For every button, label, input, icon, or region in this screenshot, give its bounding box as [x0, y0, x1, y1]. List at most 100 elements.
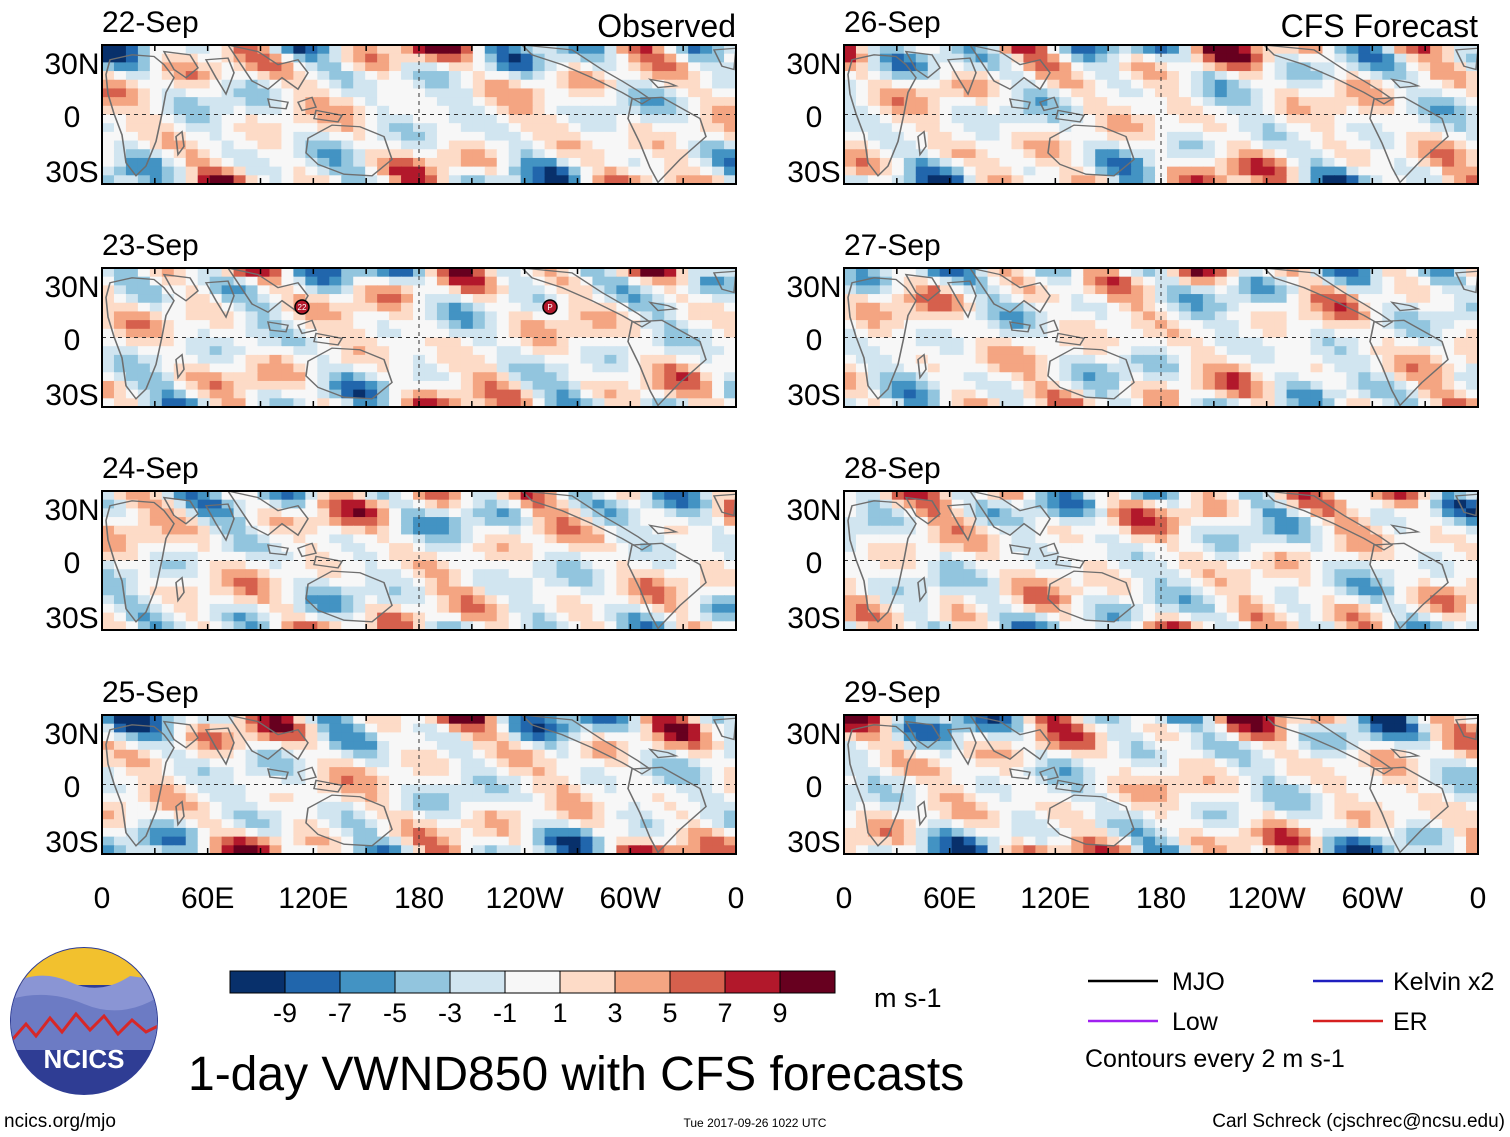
lon-label: 0 — [728, 882, 745, 915]
colorbar-bin — [449, 970, 506, 994]
storm-marker: P — [542, 299, 558, 315]
lon-label: 120E — [278, 882, 348, 915]
wind-field — [844, 491, 1478, 630]
colorbar-tick-label: 5 — [662, 998, 677, 1028]
panel-date-label: 22-Sep — [102, 6, 199, 39]
panel-date-label: 25-Sep — [102, 676, 199, 709]
legend-kelvin-label: Kelvin x2 — [1393, 968, 1494, 996]
ncics-logo: NCICS — [10, 947, 158, 1095]
lat-label: 30N — [44, 271, 99, 304]
lat-label: 0 — [806, 771, 823, 804]
colorbar-tick-label: -3 — [438, 998, 462, 1028]
lat-label: 30S — [787, 826, 840, 859]
lat-label: 30S — [787, 156, 840, 189]
colorbar-bin — [559, 970, 616, 994]
lat-label: 30N — [44, 48, 99, 81]
svg-text:22: 22 — [298, 303, 307, 312]
colorbar-bin — [339, 970, 396, 994]
lat-label: 0 — [64, 101, 81, 134]
panel-date-label: 23-Sep — [102, 229, 199, 262]
panel-date-label: 29-Sep — [844, 676, 941, 709]
lon-label: 0 — [836, 882, 853, 915]
colorbar-bin — [229, 970, 286, 994]
lat-label: 30N — [786, 271, 841, 304]
colorbar-tick-label: -7 — [328, 998, 352, 1028]
colorbar-tick-label: -5 — [383, 998, 407, 1028]
cfs-forecast-header: CFS Forecast — [1281, 8, 1478, 44]
lon-label: 0 — [1470, 882, 1487, 915]
lat-label: 0 — [64, 547, 81, 580]
lon-label: 120W — [1227, 882, 1306, 915]
figure-title: 1-day VWND850 with CFS forecasts — [188, 1048, 964, 1101]
wind-field — [102, 45, 736, 184]
colorbar-units: m s-1 — [874, 983, 942, 1013]
wind-field — [844, 268, 1478, 407]
lat-label: 30N — [786, 48, 841, 81]
panel-date-label: 28-Sep — [844, 452, 941, 485]
colorbar-bin — [284, 970, 341, 994]
lat-label: 30S — [45, 156, 98, 189]
colorbar-tick-label: 3 — [607, 998, 622, 1028]
logo-text: NCICS — [44, 1044, 125, 1074]
lat-label: 30N — [786, 718, 841, 751]
colorbar-tick-label: 1 — [552, 998, 567, 1028]
observed-header: Observed — [597, 8, 736, 44]
storm-marker: 22 — [294, 299, 310, 315]
lon-label: 60E — [923, 882, 976, 915]
panel-date-label: 24-Sep — [102, 452, 199, 485]
legend: MJO Kelvin x2 Low ER Contours every 2 m … — [1085, 968, 1494, 1073]
lat-label: 30S — [787, 602, 840, 635]
lon-label: 60W — [1341, 882, 1403, 915]
colorbar-bin — [394, 970, 451, 994]
lat-label: 30S — [787, 379, 840, 412]
colorbar-bin — [779, 970, 836, 994]
legend-mjo-label: MJO — [1172, 968, 1225, 996]
lat-label: 30N — [44, 718, 99, 751]
colorbar-bin — [504, 970, 561, 994]
wind-field — [102, 268, 736, 407]
colorbar-tick-label: 9 — [772, 998, 787, 1028]
lon-label: 60W — [599, 882, 661, 915]
lat-label: 0 — [64, 771, 81, 804]
colorbar-bin — [614, 970, 671, 994]
svg-text:P: P — [547, 303, 552, 312]
colorbar-tick-label: 7 — [717, 998, 732, 1028]
panel-date-label: 27-Sep — [844, 229, 941, 262]
lon-label: 60E — [181, 882, 234, 915]
colorbar-tick-label: -1 — [493, 998, 517, 1028]
footer-url: ncics.org/mjo — [4, 1111, 116, 1132]
lat-label: 0 — [806, 324, 823, 357]
colorbar-tick-label: -9 — [273, 998, 297, 1028]
lat-label: 30S — [45, 826, 98, 859]
wind-field — [102, 715, 736, 854]
footer-author: Carl Schreck (cjschrec@ncsu.edu) — [1212, 1111, 1505, 1132]
lon-label: 120E — [1020, 882, 1090, 915]
lat-label: 0 — [64, 324, 81, 357]
lat-label: 0 — [806, 547, 823, 580]
lat-label: 30N — [44, 494, 99, 527]
lat-label: 0 — [806, 101, 823, 134]
legend-er-label: ER — [1393, 1008, 1428, 1036]
contour-note: Contours every 2 m s-1 — [1085, 1045, 1345, 1073]
lat-label: 30S — [45, 379, 98, 412]
legend-low-label: Low — [1172, 1008, 1219, 1036]
colorbar: -9 -7 -5 -3 -1 1 3 5 7 9 — [229, 970, 836, 1028]
logo-ridge — [11, 1011, 157, 1041]
lon-label: 180 — [394, 882, 444, 915]
lat-label: 30S — [45, 602, 98, 635]
colorbar-bin — [669, 970, 726, 994]
lon-label: 120W — [485, 882, 564, 915]
panel-date-label: 26-Sep — [844, 6, 941, 39]
lon-label: 0 — [94, 882, 111, 915]
footer-timestamp: Tue 2017-09-26 1022 UTC — [684, 1116, 827, 1130]
